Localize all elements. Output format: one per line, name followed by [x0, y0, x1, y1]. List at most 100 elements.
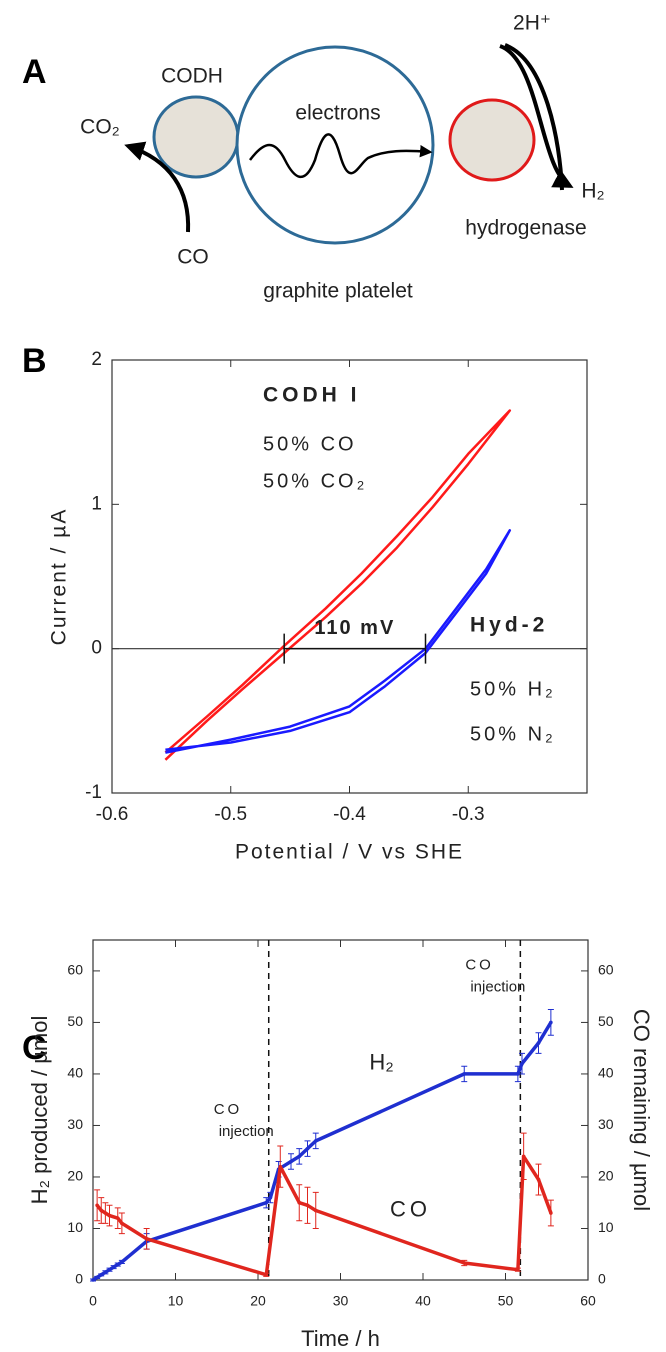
product-label: CO₂: [80, 116, 120, 139]
point: [91, 1278, 95, 1282]
injection-label: CO: [465, 957, 494, 974]
y-tick-label: 20: [67, 1168, 83, 1184]
point: [516, 1072, 520, 1076]
y2-tick-label: 20: [598, 1168, 614, 1184]
y-axis-label: H₂ produced / µmol: [27, 1016, 52, 1205]
y2-axis-label: CO remaining / µmol: [629, 1009, 654, 1211]
point: [115, 1262, 120, 1267]
condition-label: 50% H₂: [470, 678, 556, 700]
injection-label: CO: [214, 1101, 243, 1118]
x-axis-label: Time / h: [301, 1326, 380, 1351]
y2-tick-label: 40: [598, 1065, 614, 1081]
diagram: A CODH CO₂ CO electrons hydrogenase 2H⁺ …: [22, 12, 605, 303]
substrate-label: CO: [177, 246, 209, 269]
enzyme-label: CODH: [161, 65, 223, 88]
point: [107, 1267, 112, 1272]
hydrogenase-enzyme: [448, 98, 536, 182]
point: [520, 1061, 524, 1066]
x-tick-label: 20: [250, 1293, 266, 1309]
h-arrow: [499, 44, 574, 188]
point: [115, 1216, 120, 1220]
x-tick-label: -0.6: [96, 804, 129, 825]
y-tick-label: 60: [67, 962, 83, 978]
point: [516, 1267, 520, 1272]
x-tick-label: 40: [415, 1293, 431, 1309]
panel-label: C: [22, 1029, 47, 1067]
y-tick-label: 50: [67, 1013, 83, 1029]
panel-label: B: [22, 342, 47, 380]
point: [289, 1159, 293, 1164]
x-tick-label: 10: [168, 1293, 184, 1309]
point: [313, 1139, 318, 1143]
y-tick-label: -1: [85, 782, 102, 803]
y-tick-label: 10: [67, 1219, 83, 1235]
series-line: [165, 529, 512, 754]
bracket: [283, 633, 427, 664]
point: [99, 1273, 104, 1277]
y2-tick-label: 10: [598, 1219, 614, 1235]
point: [297, 1200, 302, 1205]
y-tick-label: 2: [91, 349, 102, 370]
point: [278, 1164, 283, 1169]
panel-label: A: [22, 53, 47, 91]
point: [111, 1265, 116, 1269]
chart: B -0.6 -0.5 -0.4 -0.3 -1 0 1 2 Potential / V vs S…: [22, 342, 588, 864]
y-axis-label: Current / µA: [48, 508, 71, 646]
series-label: Hyd-2: [470, 614, 548, 637]
point: [305, 1203, 310, 1208]
point: [536, 1041, 541, 1045]
point: [536, 1177, 541, 1182]
point: [305, 1146, 310, 1151]
point: [120, 1260, 124, 1264]
point: [268, 1195, 273, 1200]
electron-arrow: [249, 133, 433, 179]
codh-enzyme: [152, 95, 240, 179]
x-tick-label: 0: [89, 1293, 97, 1309]
injection-label: injection: [470, 979, 525, 996]
series-line: [164, 409, 512, 761]
x-tick-label: 30: [333, 1293, 349, 1309]
condition-label: 50% CO: [263, 433, 357, 455]
point: [462, 1261, 467, 1265]
point: [144, 1236, 149, 1241]
substrate-label: 2H⁺: [513, 12, 551, 35]
enzyme-label: hydrogenase: [465, 217, 586, 240]
series-label: CODH I: [263, 384, 361, 407]
y-tick-label: 40: [67, 1065, 83, 1081]
series-label: CO: [390, 1196, 431, 1221]
x-tick-label: 50: [498, 1293, 514, 1309]
x-tick-label: -0.3: [452, 804, 485, 825]
series-label: H₂: [369, 1049, 393, 1074]
y2-tick-label: 0: [598, 1271, 606, 1287]
support-label: graphite platelet: [263, 280, 413, 303]
y2-tick-label: 60: [598, 962, 614, 978]
point: [462, 1072, 467, 1076]
x-tick-label: -0.5: [214, 804, 247, 825]
point: [521, 1154, 526, 1159]
point: [99, 1208, 104, 1213]
point: [95, 1275, 99, 1280]
point: [103, 1211, 108, 1215]
co-arrow: [124, 141, 191, 233]
condition-label: 50% N₂: [470, 723, 556, 745]
flow-label: electrons: [295, 102, 380, 125]
y-tick-label: 0: [75, 1271, 83, 1287]
injection-label: injection: [219, 1123, 274, 1140]
x-tick-label: 60: [580, 1293, 596, 1309]
chart: C0 10 20 30 40 50 6001020304050600102030405060…: [22, 939, 654, 1351]
x-axis-label: Potential / V vs SHE: [235, 841, 464, 864]
product-label: H₂: [581, 180, 604, 203]
point: [120, 1221, 124, 1226]
y-tick-label: 1: [91, 493, 102, 514]
point: [264, 1200, 269, 1205]
y2-tick-label: 50: [598, 1013, 614, 1029]
point: [297, 1154, 302, 1159]
y2-tick-label: 30: [598, 1116, 614, 1132]
bracket-label: 110 mV: [314, 617, 395, 639]
point: [549, 1020, 553, 1025]
condition-label: 50% CO₂: [263, 470, 367, 492]
graphite-platelet: [235, 45, 435, 245]
point: [313, 1208, 318, 1213]
point: [103, 1270, 108, 1275]
